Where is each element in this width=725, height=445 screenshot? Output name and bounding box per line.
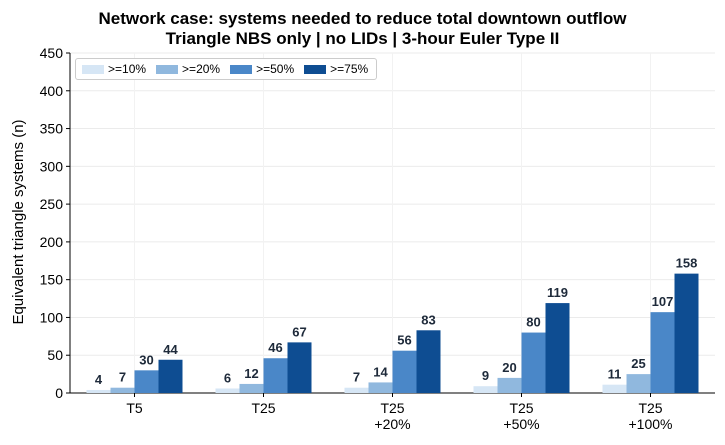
y-axis-label: Equivalent triangle systems (n) xyxy=(10,119,27,325)
y-tick-label: 100 xyxy=(40,309,64,325)
legend-swatch xyxy=(82,64,104,74)
legend-item: >=10% xyxy=(82,62,146,76)
x-tick-label: T25 xyxy=(380,400,404,416)
y-tick-label: 150 xyxy=(40,272,64,288)
bar xyxy=(602,384,627,393)
bar xyxy=(263,358,288,393)
bar xyxy=(626,374,651,393)
bar xyxy=(86,389,111,393)
x-tick-label: +100% xyxy=(629,416,673,432)
bar xyxy=(344,387,369,393)
legend-swatch xyxy=(230,64,253,74)
legend-swatch xyxy=(304,64,327,74)
bar xyxy=(215,388,240,393)
chart-title: Network case: systems needed to reduce t… xyxy=(98,9,627,28)
x-tick-label: +50% xyxy=(503,416,539,432)
y-tick-label: 250 xyxy=(40,196,64,212)
y-tick-label: 50 xyxy=(47,347,63,363)
bar xyxy=(473,386,498,393)
x-tick-label: T25 xyxy=(638,400,662,416)
bar xyxy=(158,359,183,393)
legend: >=10% >=20% >=50% >=75% xyxy=(75,58,378,80)
legend-label: >=10% xyxy=(108,62,147,76)
data-label: 12 xyxy=(244,366,258,381)
y-tick-label: 400 xyxy=(40,83,64,99)
data-label: 158 xyxy=(676,256,698,271)
data-label: 44 xyxy=(163,342,178,357)
bar xyxy=(368,382,393,393)
data-label: 9 xyxy=(482,368,489,383)
data-label: 30 xyxy=(139,352,153,367)
data-label: 67 xyxy=(292,324,306,339)
bar xyxy=(239,383,264,393)
x-tick-label: T25 xyxy=(251,400,275,416)
x-tick-label: +20% xyxy=(374,416,410,432)
x-tick-label: T5 xyxy=(126,400,143,416)
bar xyxy=(110,387,135,393)
legend-label: >=50% xyxy=(256,62,295,76)
data-label: 119 xyxy=(547,285,568,300)
y-tick-label: 300 xyxy=(40,158,64,174)
y-tick-label: 350 xyxy=(40,121,64,137)
legend-swatch xyxy=(156,64,179,74)
data-label: 56 xyxy=(397,333,411,348)
bar xyxy=(674,273,699,393)
data-label: 6 xyxy=(224,370,231,385)
x-tick-label: T25 xyxy=(509,400,533,416)
data-label: 107 xyxy=(652,294,674,309)
data-label: 83 xyxy=(421,312,435,327)
legend-label: >=75% xyxy=(330,62,369,76)
legend-item: >=50% xyxy=(230,62,294,76)
y-tick-label: 200 xyxy=(40,234,64,250)
data-label: 7 xyxy=(353,370,360,385)
bar xyxy=(287,342,312,393)
legend-item: >=75% xyxy=(304,62,368,76)
data-label: 11 xyxy=(608,367,622,382)
bar xyxy=(134,370,159,393)
data-label: 20 xyxy=(502,360,516,375)
chart-subtitle: Triangle NBS only | no LIDs | 3-hour Eul… xyxy=(165,29,560,48)
bar xyxy=(650,312,675,393)
bar xyxy=(416,330,441,393)
data-label: 25 xyxy=(631,356,645,371)
y-tick-label: 0 xyxy=(55,385,63,401)
legend-item: >=20% xyxy=(156,62,220,76)
data-label: 46 xyxy=(268,340,282,355)
bar xyxy=(545,303,570,393)
y-tick-label: 450 xyxy=(40,45,64,61)
bar xyxy=(497,377,522,393)
data-label: 7 xyxy=(119,370,126,385)
bar xyxy=(521,332,546,393)
legend-label: >=20% xyxy=(182,62,221,76)
data-label: 4 xyxy=(95,372,103,387)
data-label: 80 xyxy=(526,315,540,330)
data-label: 14 xyxy=(373,364,388,379)
bar xyxy=(392,350,417,393)
